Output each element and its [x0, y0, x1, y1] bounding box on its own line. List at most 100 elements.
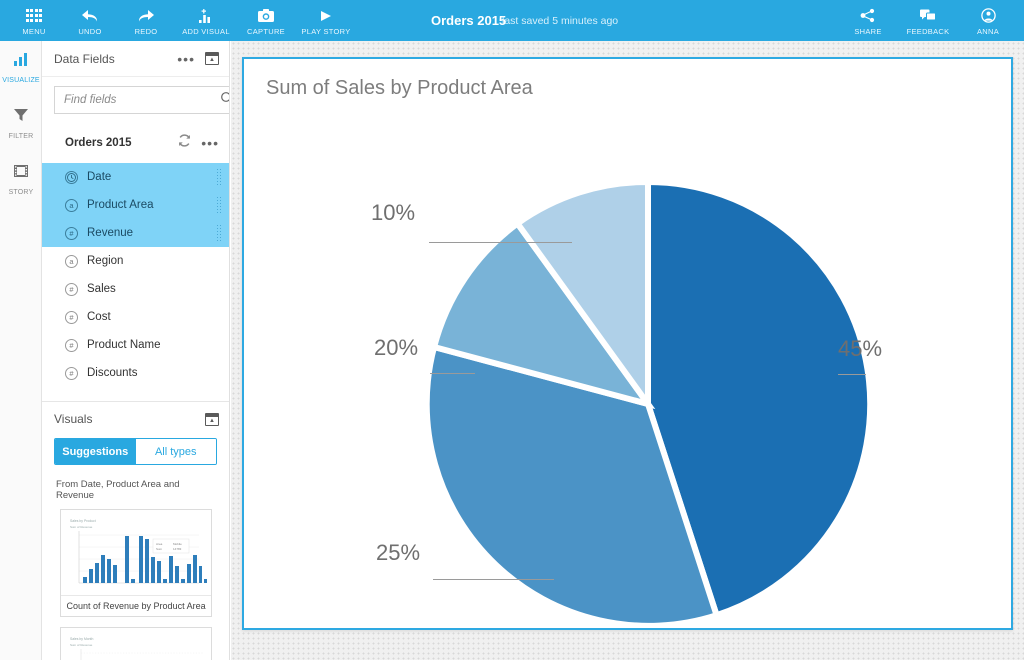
feedback-button[interactable]: FEEDBACK [896, 0, 960, 41]
field-label: Sales [87, 283, 116, 295]
data-source-more-icon[interactable]: ••• [201, 135, 219, 151]
field-item-region[interactable]: a Region [42, 247, 229, 275]
chart-card[interactable]: Sum of Sales by Product Area 10% 20% [242, 57, 1013, 630]
document-title[interactable]: Orders 2015 [431, 13, 507, 28]
play-story-button[interactable]: PLAY STORY [294, 0, 358, 41]
tab-suggestions-label: Suggestions [62, 445, 129, 458]
field-item-cost[interactable]: # Cost [42, 303, 229, 331]
svg-text:Mobile: Mobile [173, 542, 182, 546]
numeric-field-icon: # [65, 226, 78, 240]
pie-label-10: 10% [371, 200, 416, 225]
data-source-row[interactable]: Orders 2015 ••• [42, 123, 229, 161]
field-item-product-area[interactable]: a Product Area [42, 191, 229, 219]
share-button[interactable]: SHARE [840, 0, 896, 41]
data-fields-title: Data Fields [54, 51, 115, 66]
visuals-title: Visuals [54, 412, 93, 426]
svg-text:Sum: Sum [156, 547, 163, 551]
data-fields-more-icon[interactable]: ••• [177, 50, 195, 67]
rail-item-filter-label: FILTER [8, 133, 34, 140]
pie-chart[interactable]: 10% 20% 25% 45% [244, 59, 1011, 629]
pie-label-20: 20% [374, 335, 419, 360]
add-visual-button-label: ADD VISUAL [182, 27, 230, 36]
user-account-button[interactable]: ANNA [960, 0, 1016, 41]
camera-icon [257, 7, 275, 24]
text-field-icon: a [65, 198, 78, 212]
numeric-field-icon: # [65, 282, 78, 296]
svg-text:Area: Area [156, 542, 163, 546]
pie-label-45: 45% [838, 336, 883, 361]
share-nodes-icon [859, 7, 877, 24]
rail-item-story[interactable]: STORY [0, 153, 42, 209]
numeric-field-icon: # [65, 366, 78, 380]
bar-chart-icon [12, 51, 30, 72]
pie-leader-line-20 [430, 373, 475, 374]
redo-arrow-icon [137, 7, 155, 24]
data-fields-header: Data Fields ••• [42, 41, 229, 77]
bar-chart-thumbnail-icon: Sales by Product Sum of Revenue [61, 510, 211, 595]
numeric-field-icon: # [65, 310, 78, 324]
pie-chart-svg [423, 178, 874, 629]
numeric-field-icon: # [65, 338, 78, 352]
visuals-header: Visuals [42, 402, 229, 436]
pie-leader-line-45 [838, 374, 866, 375]
undo-button[interactable]: UNDO [62, 0, 118, 41]
add-visual-button[interactable]: ADD VISUAL [174, 0, 238, 41]
drag-grip-handle[interactable] [216, 224, 223, 242]
field-item-discounts[interactable]: # Discounts [42, 359, 229, 387]
field-item-revenue[interactable]: # Revenue [42, 219, 229, 247]
clock-field-icon [65, 170, 78, 184]
search-input[interactable] [64, 94, 220, 106]
grid-menu-icon [25, 7, 43, 24]
top-toolbar: MENU UNDO REDO [0, 0, 1024, 41]
line-chart-thumbnail-icon: Sales by Month Sum of Revenue [61, 628, 211, 660]
suggestion-thumbnail-bar[interactable]: Sales by Product Sum of Revenue [59, 509, 212, 617]
field-label: Date [87, 171, 112, 183]
suggestion-thumbnail-line[interactable]: Sales by Month Sum of Revenue [59, 627, 212, 660]
left-panel: Data Fields ••• [42, 41, 230, 660]
field-item-sales[interactable]: # Sales [42, 275, 229, 303]
rail-item-visualize[interactable]: VISUALIZE [0, 41, 42, 97]
svg-text:Sales by Month: Sales by Month [70, 637, 93, 641]
field-label: Revenue [87, 227, 134, 239]
rail-item-filter[interactable]: FILTER [0, 97, 42, 153]
refresh-icon[interactable] [177, 133, 192, 153]
pie-leader-line-25 [433, 579, 554, 580]
tab-suggestions[interactable]: Suggestions [55, 439, 136, 464]
redo-button[interactable]: REDO [118, 0, 174, 41]
toolbar-right-group: SHARE FEEDBACK [840, 0, 1016, 41]
mode-rail: VISUALIZE FILTER [0, 41, 42, 660]
saved-status: last saved 5 minutes ago [502, 15, 619, 27]
pie-slice-25[interactable] [423, 343, 721, 629]
visuals-collapse-icon[interactable] [205, 412, 219, 426]
undo-arrow-icon [81, 7, 99, 24]
suggestions-from-text: From Date, Product Area and Revenue [56, 479, 180, 501]
drag-grip-handle[interactable] [216, 168, 223, 186]
pie-slice-10[interactable] [513, 178, 651, 414]
tab-all-types-label: All types [154, 445, 197, 458]
add-visual-bars-icon [197, 7, 215, 24]
field-item-date[interactable]: Date [42, 163, 229, 191]
field-item-product-name[interactable]: # Product Name [42, 331, 229, 359]
svg-text:Sum of Revenue: Sum of Revenue [70, 525, 93, 529]
toolbar-left-group: MENU UNDO REDO [0, 0, 358, 41]
funnel-icon [12, 107, 30, 128]
drag-grip-handle[interactable] [216, 196, 223, 214]
data-source-name: Orders 2015 [65, 137, 132, 149]
pie-label-25: 25% [376, 540, 421, 565]
pie-slice-20[interactable] [430, 219, 656, 410]
field-label: Discounts [87, 367, 138, 379]
menu-button-label: MENU [22, 27, 46, 36]
panel-divider [42, 401, 229, 402]
menu-button[interactable]: MENU [6, 0, 62, 41]
feedback-button-label: FEEDBACK [906, 27, 950, 36]
rail-item-story-label: STORY [8, 189, 34, 196]
user-avatar-icon [980, 7, 997, 24]
pie-slice-45[interactable] [645, 178, 874, 619]
tab-all-types[interactable]: All types [135, 439, 216, 464]
play-story-button-label: PLAY STORY [301, 27, 351, 36]
capture-button[interactable]: CAPTURE [238, 0, 294, 41]
text-field-icon: a [65, 254, 78, 268]
data-fields-collapse-icon[interactable] [205, 52, 219, 65]
field-search-box[interactable] [54, 86, 229, 114]
